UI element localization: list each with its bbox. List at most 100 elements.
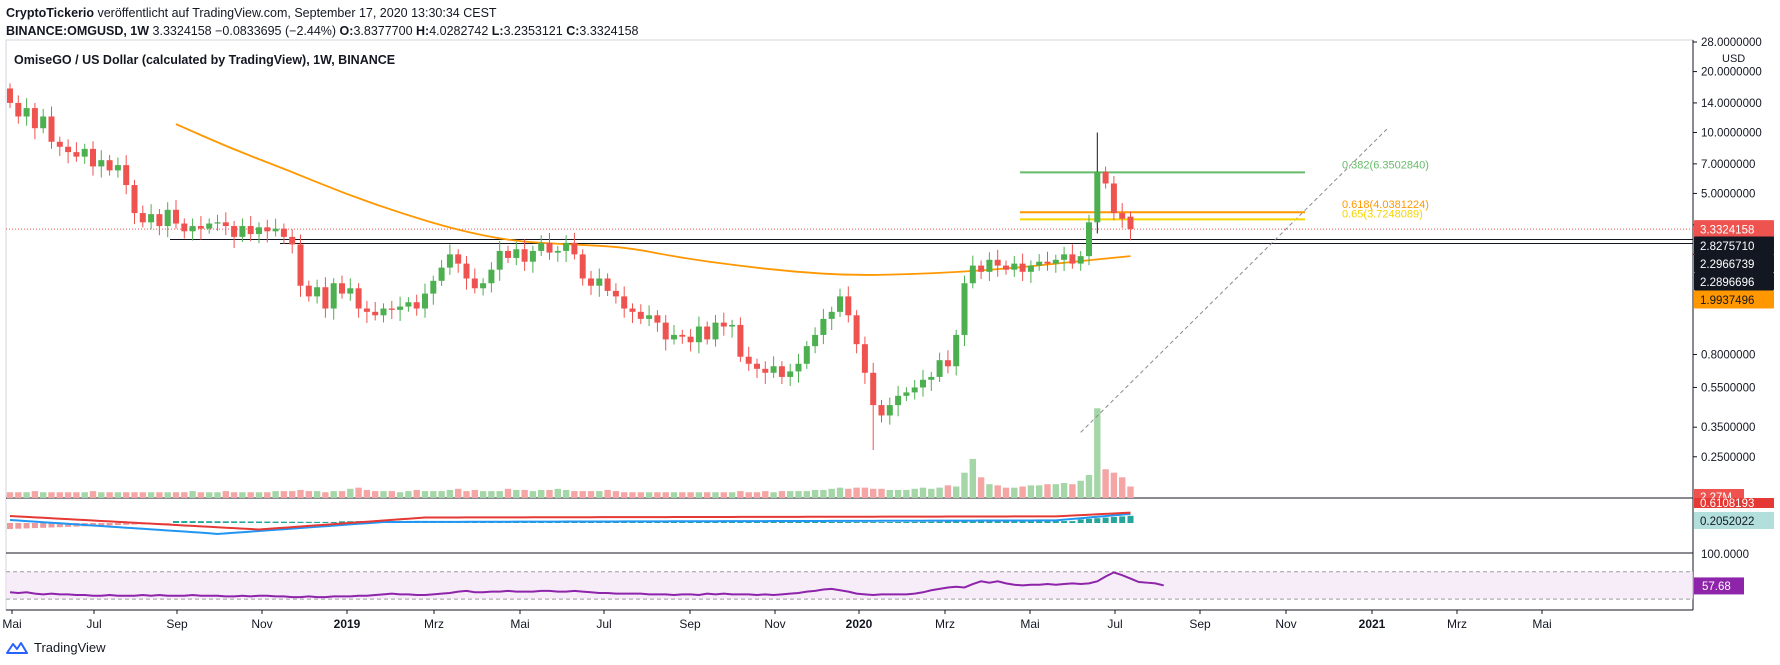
macd-signal-label-text: 0.6108193 bbox=[1700, 498, 1754, 510]
macd-histogram-bar bbox=[895, 522, 902, 523]
volume-bar bbox=[1077, 480, 1084, 498]
volume-bar bbox=[853, 487, 860, 498]
close-key: C: bbox=[566, 24, 580, 38]
macd-label-box bbox=[1694, 512, 1774, 529]
candle-body bbox=[297, 244, 304, 286]
candle-body bbox=[148, 214, 155, 223]
macd-histogram-bar bbox=[1119, 516, 1126, 523]
macd-signal-label-box bbox=[1694, 498, 1774, 508]
macd-histogram-bar bbox=[231, 521, 238, 523]
volume-bar bbox=[131, 492, 138, 498]
candle-body bbox=[339, 283, 345, 294]
candle-body bbox=[1102, 171, 1109, 184]
candle-body bbox=[820, 318, 827, 335]
candle-body bbox=[604, 278, 611, 291]
volume-bar bbox=[571, 491, 578, 498]
candle-body bbox=[695, 326, 702, 343]
macd-histogram-bar bbox=[23, 523, 30, 529]
volume-bar bbox=[1019, 486, 1026, 498]
macd-histogram-bar bbox=[986, 521, 993, 523]
volume-bar bbox=[969, 458, 976, 498]
candle-body bbox=[73, 152, 80, 157]
candle-body bbox=[795, 363, 802, 372]
candle-body bbox=[156, 214, 163, 227]
volume-bar bbox=[48, 492, 55, 498]
volume-bar bbox=[994, 485, 1001, 498]
volume-bar bbox=[23, 492, 30, 498]
macd-histogram-bar bbox=[1127, 515, 1134, 523]
price-label-text: 2.2896696 bbox=[1700, 277, 1754, 289]
volume-bar bbox=[64, 492, 72, 498]
macd-histogram-bar bbox=[1036, 520, 1043, 523]
price-tick-label: 7.0000000 bbox=[1701, 159, 1755, 171]
high-value: 4.0282742 bbox=[429, 24, 489, 38]
time-tick-label: Sep bbox=[679, 617, 701, 631]
volume-bar bbox=[538, 489, 545, 498]
candle-body bbox=[31, 108, 38, 129]
volume-bar bbox=[953, 486, 960, 498]
volume-bar bbox=[1036, 485, 1043, 498]
price-label-box bbox=[1694, 254, 1774, 273]
macd-histogram-bar bbox=[197, 521, 204, 523]
candle-body bbox=[314, 287, 321, 297]
candle-body bbox=[1061, 254, 1068, 260]
symbol-label: BINANCE:OMGUSD, 1W bbox=[6, 24, 150, 38]
volume-bar bbox=[388, 491, 395, 498]
time-tick-label: Mrz bbox=[1447, 617, 1467, 631]
candle-body bbox=[438, 267, 445, 281]
price-label-text: 2.2966739 bbox=[1700, 259, 1754, 271]
volume-bar bbox=[870, 488, 877, 498]
volume-bar bbox=[944, 485, 952, 498]
low-value: 3.2353121 bbox=[503, 24, 563, 38]
candle-body bbox=[280, 228, 287, 237]
candle-body bbox=[596, 278, 603, 286]
fib-level-label: 0.382(6.3502840) bbox=[1342, 159, 1429, 171]
trendline[interactable] bbox=[1080, 127, 1389, 433]
candle-body bbox=[90, 148, 96, 167]
macd-histogram-bar bbox=[828, 521, 835, 523]
chart-canvas[interactable]: OmiseGO / US Dollar (calculated by Tradi… bbox=[0, 0, 1780, 638]
time-tick-label: Mai bbox=[1532, 617, 1551, 631]
candle-body bbox=[1052, 259, 1059, 264]
candle-body bbox=[388, 308, 395, 310]
volume-bar bbox=[413, 489, 420, 498]
high-key: H: bbox=[416, 24, 430, 38]
volume-bar bbox=[181, 492, 188, 498]
candle-body bbox=[372, 311, 379, 316]
price-label-box bbox=[1694, 220, 1774, 239]
macd-histogram-bar bbox=[1102, 517, 1109, 523]
candle-body bbox=[687, 336, 694, 343]
macd-histogram-bar bbox=[778, 521, 785, 523]
rsi-pane bbox=[9, 571, 1164, 599]
macd-histogram-bar bbox=[803, 521, 810, 523]
candle-body bbox=[969, 265, 976, 284]
macd-histogram-bar bbox=[969, 521, 976, 523]
volume-bar bbox=[272, 491, 279, 498]
macd-histogram-bar bbox=[1110, 517, 1117, 523]
volume-bar bbox=[73, 492, 80, 498]
candle-body bbox=[164, 209, 171, 227]
macd-histogram-bar bbox=[114, 523, 121, 526]
rsi-label-box bbox=[1694, 577, 1744, 595]
candle-body bbox=[978, 265, 985, 272]
candle-body bbox=[139, 213, 146, 223]
volume-bar bbox=[820, 489, 827, 498]
candle-body bbox=[770, 366, 777, 373]
macd-histogram-bar bbox=[928, 521, 935, 523]
fibonacci-levels[interactable]: 0.382(6.3502840) 0.618(4.0381224)0.65(3.7… bbox=[1020, 159, 1429, 221]
candle-body bbox=[330, 283, 337, 309]
macd-histogram-bar bbox=[1003, 520, 1009, 523]
macd-histogram-bar bbox=[1061, 521, 1068, 523]
low-key: L: bbox=[491, 24, 504, 38]
volume-bar bbox=[322, 492, 329, 498]
macd-signal-line bbox=[9, 511, 1131, 531]
axis-unit-usd: USD bbox=[1722, 53, 1745, 65]
candle-body bbox=[1036, 261, 1043, 266]
time-tick-label: Nov bbox=[251, 617, 272, 631]
rsi-line bbox=[9, 571, 1164, 599]
volume-bar bbox=[728, 492, 736, 498]
volume-bar bbox=[488, 491, 495, 498]
price-label-text: 2.8275710 bbox=[1700, 241, 1754, 253]
time-tick-label: Mai bbox=[1020, 617, 1039, 631]
volume-bar bbox=[305, 491, 312, 498]
